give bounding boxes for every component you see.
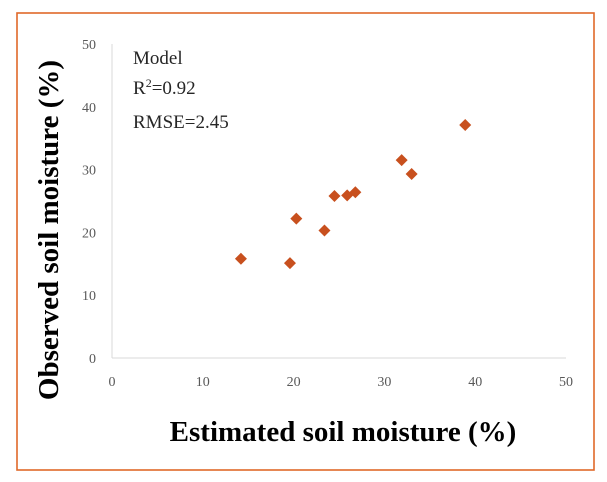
x-tick-label: 20 [287, 375, 301, 390]
y-tick-labels: 0 10 20 30 40 50 [82, 38, 96, 367]
x-tick-label: 40 [468, 375, 482, 390]
y-tick-label: 50 [82, 38, 96, 53]
y-tick-label: 0 [89, 352, 96, 367]
data-point [395, 154, 408, 167]
x-tick-label: 10 [196, 375, 210, 390]
x-tick-label: 30 [377, 375, 391, 390]
y-tick-label: 20 [82, 226, 96, 241]
data-point [234, 252, 247, 265]
model-annotation: Model R2=0.92 RMSE=2.45 [133, 48, 229, 133]
r-squared-value: =0.92 [152, 78, 196, 99]
x-tick-label: 50 [559, 375, 573, 390]
x-tick-label: 0 [109, 375, 116, 390]
data-point [328, 189, 341, 202]
data-point [283, 257, 296, 270]
r-squared-superscript: 2 [146, 76, 152, 90]
plot-area: 0 10 20 30 40 50 0 10 20 30 40 50 [82, 38, 573, 390]
data-points [234, 119, 472, 270]
x-tick-labels: 0 10 20 30 40 50 [109, 375, 574, 390]
y-axis-title: Observed soil moisture (%) [33, 60, 65, 400]
data-point [290, 212, 303, 225]
model-label: Model [133, 48, 183, 69]
y-tick-label: 10 [82, 289, 96, 304]
chart-frame [16, 12, 595, 471]
y-tick-label: 40 [82, 101, 96, 116]
data-point [459, 119, 472, 132]
y-tick-label: 30 [82, 164, 96, 179]
data-point [349, 186, 362, 199]
r-squared-prefix: R [133, 78, 146, 99]
rmse-label: RMSE=2.45 [133, 112, 229, 133]
r-squared-label: R2=0.92 [133, 76, 196, 99]
x-axis-title: Estimated soil moisture (%) [170, 416, 517, 448]
data-point [318, 224, 331, 237]
data-point [405, 167, 418, 180]
